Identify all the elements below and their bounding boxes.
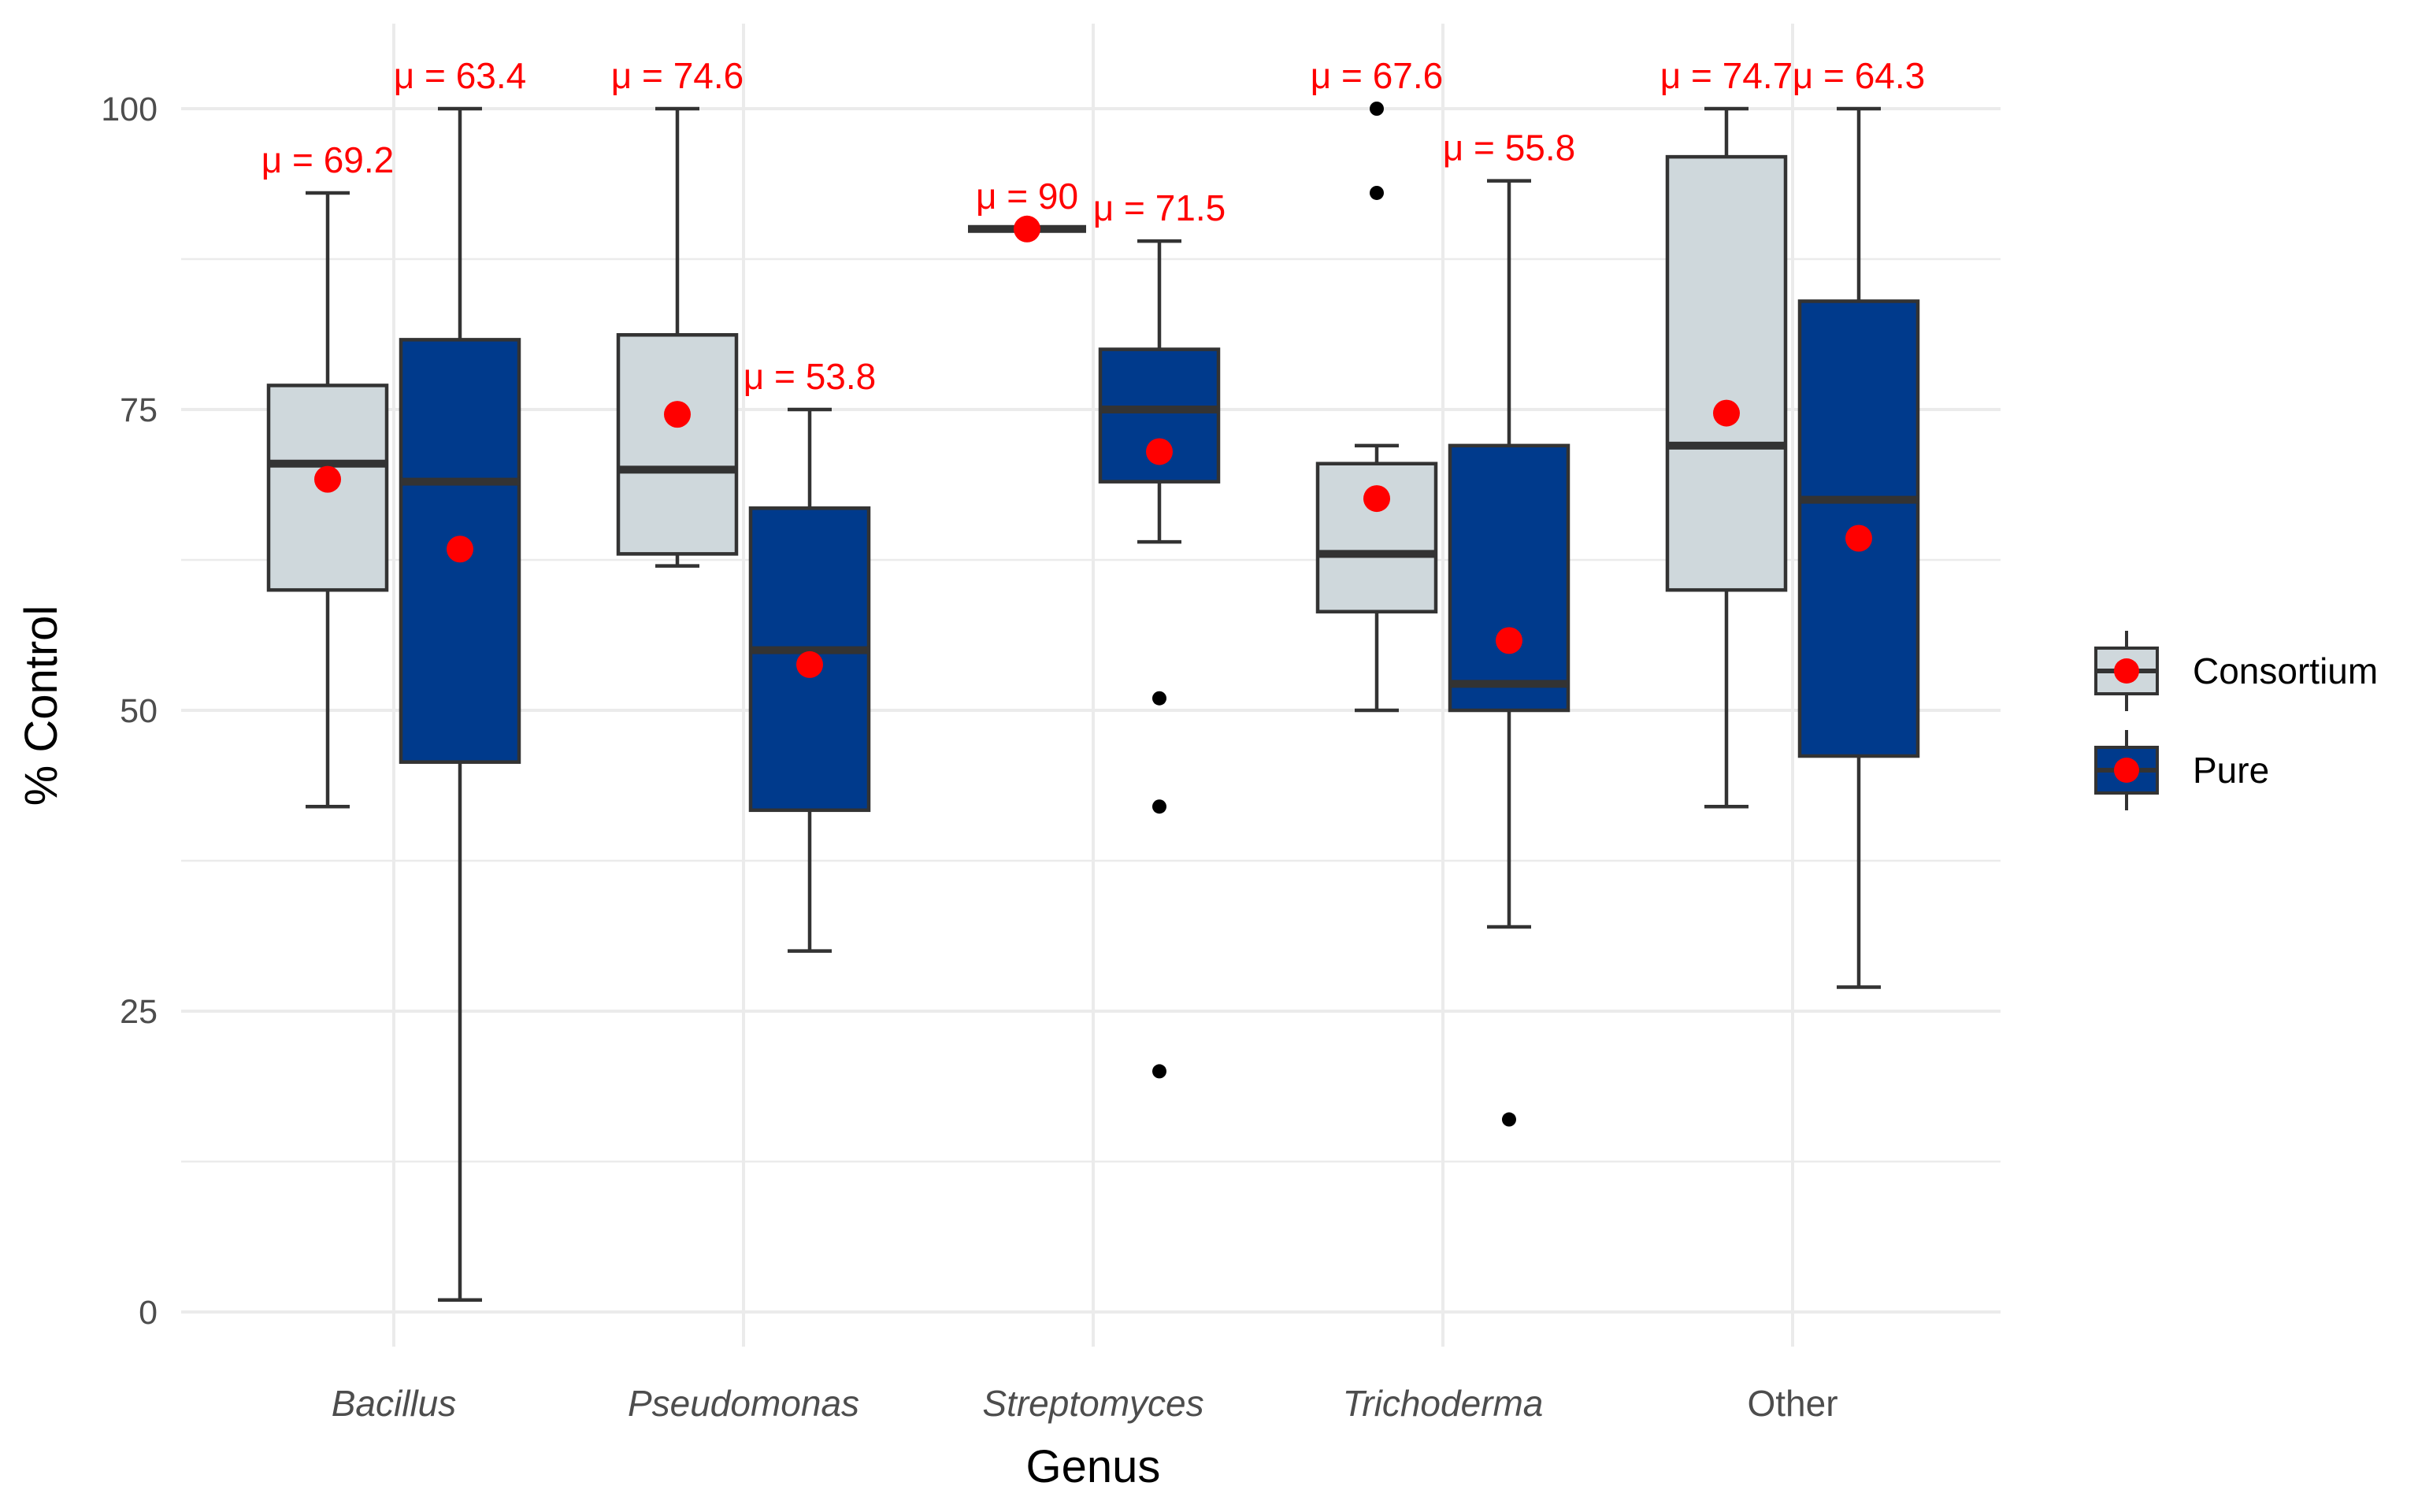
mean-labels: μ = 69.2μ = 74.6μ = 90μ = 67.6 μ = 74.7μ … (261, 55, 1925, 397)
mean-label: μ = 90 (976, 176, 1078, 217)
mean-label: μ = 63.4 (394, 55, 526, 96)
x-tick-label: Pseudomonas (628, 1383, 859, 1424)
y-tick-labels: 0 25 50 75 100 (101, 91, 158, 1332)
outlier-point (1370, 102, 1384, 116)
mean-point (447, 536, 473, 563)
mean-point (796, 650, 823, 678)
x-tick-label: Trichoderma (1343, 1383, 1544, 1424)
mean-point (1496, 627, 1522, 654)
x-tick-label: Streptomyces (982, 1383, 1203, 1424)
mean-point (1363, 485, 1390, 513)
mean-label: μ = 67.6 (1311, 55, 1443, 96)
outlier-point (1502, 1112, 1516, 1127)
y-tick-label: 25 (120, 993, 158, 1031)
mean-markers (314, 215, 1872, 678)
mean-point (1713, 399, 1740, 427)
legend-mean-point (2114, 658, 2139, 684)
mean-label: μ = 55.8 (1443, 128, 1575, 169)
y-axis-title: % Control (16, 606, 67, 806)
mean-label: μ = 64.3 (1793, 55, 1925, 96)
major-gridlines (181, 24, 2001, 1347)
legend-label: Consortium (2193, 650, 2378, 691)
iqr-box (1665, 154, 1788, 592)
mean-point (1014, 215, 1040, 243)
mean-label: μ = 71.5 (1093, 187, 1226, 228)
outlier-point (1152, 691, 1166, 706)
x-axis-title: Genus (1026, 1441, 1161, 1492)
mean-point (1146, 438, 1173, 465)
mean-label: μ = 74.6 (611, 55, 744, 96)
y-tick-label: 0 (139, 1294, 158, 1332)
legend: Consortium Pure (2094, 631, 2378, 810)
box-pure (399, 106, 521, 1302)
box-pure (1448, 179, 1571, 1127)
mean-point (1845, 524, 1872, 552)
mean-label: μ = 53.8 (744, 356, 876, 397)
mean-label: μ = 74.7 (1660, 55, 1793, 96)
x-tick-label: Other (1747, 1383, 1838, 1424)
outlier-point (1152, 1064, 1166, 1079)
box-consortium (616, 106, 739, 568)
x-tick-labels: Bacillus Pseudomonas Streptomyces Trichoder… (332, 1383, 1838, 1424)
legend-mean-point (2114, 758, 2139, 783)
box-consortium (266, 191, 389, 809)
box-consortium (1665, 106, 1788, 809)
mean-point (664, 401, 691, 428)
x-tick-label: Bacillus (332, 1383, 457, 1424)
mean-label: μ = 69.2 (261, 139, 394, 180)
iqr-box (1448, 443, 1571, 713)
mean-point (314, 465, 341, 493)
box-pure (1098, 239, 1221, 1079)
y-tick-label: 50 (120, 692, 158, 730)
y-tick-label: 75 (120, 391, 158, 429)
legend-key-consortium (2094, 631, 2159, 711)
outlier-point (1370, 185, 1384, 200)
outlier-point (1152, 799, 1166, 814)
legend-key-pure (2094, 730, 2159, 810)
y-tick-label: 100 (101, 91, 158, 128)
box-pure (748, 407, 871, 953)
iqr-box (616, 333, 739, 556)
box-consortium (1315, 102, 1438, 713)
legend-label: Pure (2193, 750, 2269, 791)
